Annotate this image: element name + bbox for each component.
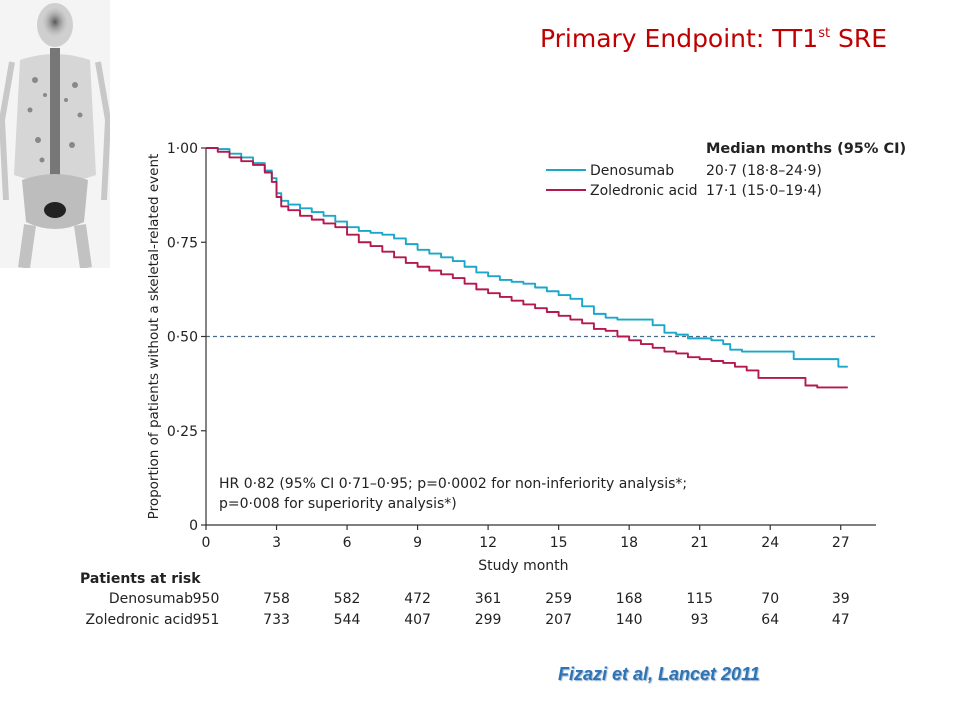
bone-scan-image xyxy=(0,0,110,268)
slide-title: Primary Endpoint: TT1st SRE xyxy=(540,24,887,53)
x-tick-label: 3 xyxy=(272,535,281,551)
at-risk-value: 582 xyxy=(334,591,361,607)
at-risk-value: 47 xyxy=(832,612,850,628)
x-tick-label: 27 xyxy=(832,535,850,551)
series-line-zoledronic-acid xyxy=(206,147,848,389)
y-tick-label: 0·25 xyxy=(167,424,198,440)
y-tick-label: 0 xyxy=(189,518,198,534)
x-tick-label: 9 xyxy=(413,535,422,551)
series-line-denosumab xyxy=(206,147,848,368)
at-risk-value: 168 xyxy=(616,591,643,607)
x-tick-label: 6 xyxy=(343,535,352,551)
at-risk-header: Patients at risk xyxy=(80,571,201,587)
legend-median: 20·7 (18·8–24·9) xyxy=(706,163,822,179)
legend-label: Zoledronic acid xyxy=(590,183,698,199)
annotation: HR 0·82 (95% CI 0·71–0·95; p=0·0002 for … xyxy=(219,476,687,512)
at-risk-value: 472 xyxy=(404,591,431,607)
citation: Fizazi et al, Lancet 2011 xyxy=(558,664,760,684)
at-risk-value: 951 xyxy=(193,612,220,628)
at-risk-value: 93 xyxy=(691,612,709,628)
x-tick-label: 12 xyxy=(479,535,497,551)
at-risk-value: 544 xyxy=(334,612,361,628)
x-tick-label: 24 xyxy=(761,535,779,551)
at-risk-value: 950 xyxy=(193,591,220,607)
y-tick-label: 0·75 xyxy=(167,235,198,251)
slide-title-main: Primary Endpoint: TT1 xyxy=(540,24,819,53)
legend-label: Denosumab xyxy=(590,163,674,179)
at-risk-value: 758 xyxy=(263,591,290,607)
hr-annotation-line: HR 0·82 (95% CI 0·71–0·95; p=0·0002 for … xyxy=(219,476,687,492)
slide-title-tail: SRE xyxy=(830,24,888,53)
at-risk-value: 64 xyxy=(761,612,779,628)
legend: Median months (95% CI) Denosumab 20·7 (18·… xyxy=(546,141,906,199)
at-risk-row-label: Denosumab xyxy=(109,591,193,607)
y-tick-label: 0·50 xyxy=(167,330,198,346)
x-tick-label: 21 xyxy=(691,535,709,551)
slide-title-superscript: st xyxy=(818,26,831,41)
hr-annotation-line: p=0·008 for superiority analysis*) xyxy=(219,496,457,512)
at-risk-value: 259 xyxy=(545,591,572,607)
at-risk-value: 361 xyxy=(475,591,502,607)
patients-at-risk-table: Patients at risk Denosumab 950 758 582 472 361… xyxy=(80,571,850,628)
legend-median: 17·1 (15·0–19·4) xyxy=(706,183,822,199)
at-risk-value: 207 xyxy=(545,612,572,628)
x-tick-label: 0 xyxy=(202,535,211,551)
legend-header: Median months (95% CI) xyxy=(706,141,906,157)
at-risk-value: 299 xyxy=(475,612,502,628)
at-risk-value: 407 xyxy=(404,612,431,628)
at-risk-row-label: Zoledronic acid xyxy=(85,612,193,628)
at-risk-value: 39 xyxy=(832,591,850,607)
at-risk-value: 70 xyxy=(761,591,779,607)
at-risk-value: 115 xyxy=(686,591,713,607)
axes: 0 0·25 0·50 0·75 1·00 0 3 6 9 12 15 18 21 24 27 Study m… xyxy=(146,141,876,574)
at-risk-value: 140 xyxy=(616,612,643,628)
x-tick-label: 18 xyxy=(620,535,638,551)
at-risk-value: 733 xyxy=(263,612,290,628)
y-axis-label: Proportion of patients without a skeleta… xyxy=(146,154,162,520)
series-lines xyxy=(206,147,848,389)
x-tick-label: 15 xyxy=(550,535,568,551)
y-tick-label: 1·00 xyxy=(167,141,198,157)
x-axis-label: Study month xyxy=(478,558,568,574)
